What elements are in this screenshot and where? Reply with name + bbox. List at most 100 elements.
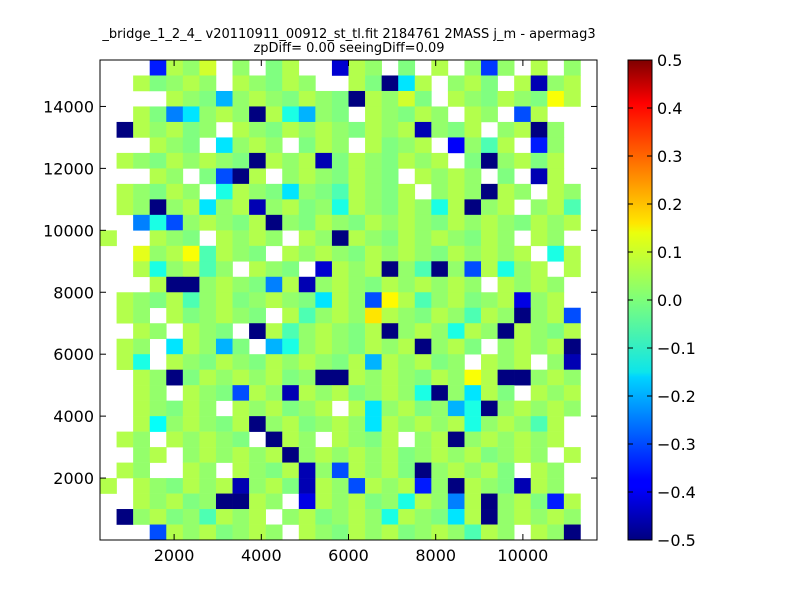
heatmap-cell bbox=[182, 493, 200, 510]
heatmap-cell bbox=[215, 524, 233, 540]
heatmap-cell bbox=[298, 152, 316, 169]
heatmap-cell bbox=[547, 230, 565, 247]
heatmap-cell bbox=[348, 338, 366, 355]
heatmap-cell bbox=[497, 137, 515, 154]
heatmap-cell bbox=[298, 90, 316, 107]
heatmap-cell bbox=[331, 493, 349, 510]
colorbar-tick-label: 0.2 bbox=[657, 195, 682, 214]
heatmap-cell bbox=[398, 106, 416, 123]
heatmap-cell bbox=[282, 400, 300, 417]
heatmap-cell bbox=[481, 354, 498, 370]
heatmap-cell bbox=[315, 90, 333, 107]
heatmap-cell bbox=[547, 338, 565, 355]
heatmap-cell bbox=[514, 261, 532, 278]
heatmap-cell bbox=[365, 121, 382, 138]
heatmap-cell bbox=[530, 369, 548, 386]
heatmap-cells bbox=[100, 60, 581, 540]
heatmap-cell bbox=[282, 478, 300, 494]
heatmap-cell bbox=[149, 152, 167, 169]
heatmap-cell bbox=[298, 524, 316, 540]
heatmap-cell bbox=[464, 137, 482, 154]
heatmap-cell bbox=[447, 183, 465, 200]
heatmap-cell bbox=[315, 354, 333, 370]
heatmap-cell bbox=[182, 106, 200, 123]
heatmap-cell bbox=[414, 75, 432, 92]
heatmap-cell bbox=[199, 292, 217, 309]
heatmap-cell bbox=[381, 307, 399, 324]
x-tick-label: 8000 bbox=[415, 546, 456, 565]
heatmap-cell bbox=[514, 400, 532, 417]
heatmap-cell bbox=[530, 199, 548, 216]
heatmap-cell bbox=[265, 183, 283, 200]
heatmap-cell bbox=[215, 307, 233, 324]
heatmap-cell bbox=[315, 338, 333, 355]
heatmap-cell bbox=[365, 168, 382, 185]
heatmap-cell bbox=[315, 462, 333, 479]
heatmap-cell bbox=[563, 524, 581, 540]
colorbar-tick-label: −0.2 bbox=[657, 387, 696, 406]
heatmap-cell bbox=[414, 276, 432, 293]
heatmap-cell bbox=[265, 416, 283, 432]
heatmap-cell bbox=[298, 416, 316, 432]
heatmap-cell bbox=[398, 245, 416, 262]
heatmap-cell bbox=[215, 292, 233, 309]
heatmap-cell bbox=[215, 168, 233, 185]
heatmap-cell bbox=[149, 447, 167, 463]
colorbar-tick-label: 0.0 bbox=[657, 291, 682, 310]
heatmap-cell bbox=[447, 447, 465, 463]
heatmap-cell bbox=[431, 447, 449, 463]
heatmap-cell bbox=[249, 168, 266, 185]
heatmap-cell bbox=[447, 416, 465, 432]
heatmap-cell bbox=[398, 276, 416, 293]
heatmap-cell bbox=[133, 400, 150, 417]
heatmap-cell bbox=[464, 276, 482, 293]
heatmap-cell bbox=[298, 183, 316, 200]
heatmap-cell bbox=[530, 292, 548, 309]
heatmap-cell bbox=[497, 431, 515, 448]
heatmap-cell bbox=[315, 369, 333, 386]
heatmap-cell bbox=[232, 214, 250, 231]
heatmap-cell bbox=[249, 385, 266, 401]
heatmap-cell bbox=[232, 307, 250, 324]
heatmap-cell bbox=[199, 60, 217, 76]
heatmap-cell bbox=[149, 261, 167, 278]
heatmap-cell bbox=[414, 400, 432, 417]
heatmap-cell bbox=[464, 75, 482, 92]
heatmap-cell bbox=[298, 230, 316, 247]
heatmap-cell bbox=[414, 261, 432, 278]
heatmap-cell bbox=[381, 106, 399, 123]
heatmap-cell bbox=[182, 152, 200, 169]
heatmap-cell bbox=[481, 199, 498, 216]
heatmap-cell bbox=[149, 292, 167, 309]
heatmap-cell bbox=[166, 245, 184, 262]
heatmap-cell bbox=[464, 121, 482, 138]
heatmap-cell bbox=[431, 60, 449, 76]
colorbar-tick-label: −0.3 bbox=[657, 435, 696, 454]
heatmap-cell bbox=[215, 431, 233, 448]
heatmap-cell bbox=[414, 385, 432, 401]
heatmap-cell bbox=[282, 168, 300, 185]
heatmap-cell bbox=[464, 462, 482, 479]
y-tick-label: 2000 bbox=[53, 469, 94, 488]
heatmap-cell bbox=[232, 524, 250, 540]
heatmap-cell bbox=[298, 75, 316, 92]
heatmap-cell bbox=[530, 447, 548, 463]
heatmap-cell bbox=[265, 199, 283, 216]
heatmap-cell bbox=[530, 121, 548, 138]
heatmap-cell bbox=[182, 400, 200, 417]
heatmap-cell bbox=[398, 137, 416, 154]
heatmap-cell bbox=[530, 338, 548, 355]
heatmap-cell bbox=[199, 416, 217, 432]
heatmap-cell bbox=[232, 431, 250, 448]
heatmap-cell bbox=[431, 323, 449, 340]
heatmap-cell bbox=[414, 447, 432, 463]
heatmap-cell bbox=[381, 369, 399, 386]
heatmap-cell bbox=[464, 385, 482, 401]
heatmap-cell bbox=[398, 292, 416, 309]
heatmap-cell bbox=[464, 292, 482, 309]
heatmap-cell bbox=[481, 292, 498, 309]
heatmap-cell bbox=[232, 478, 250, 494]
heatmap-cell bbox=[431, 214, 449, 231]
heatmap-cell bbox=[431, 369, 449, 386]
heatmap-cell bbox=[199, 431, 217, 448]
